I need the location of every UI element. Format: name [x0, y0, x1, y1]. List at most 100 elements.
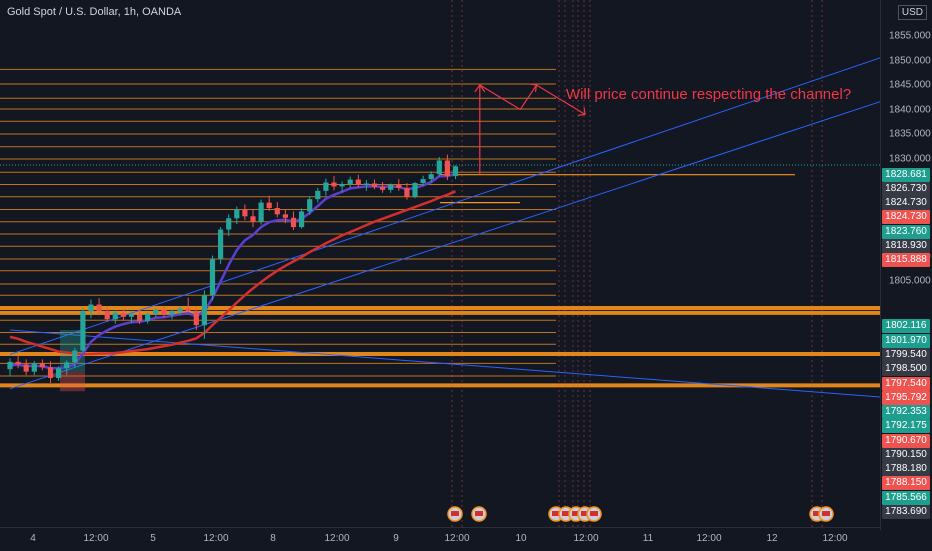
price-tag: 1790.670: [882, 434, 930, 448]
chart-area[interactable]: Gold Spot / U.S. Dollar, 1h, OANDA Will …: [0, 0, 880, 550]
candle-body: [363, 183, 369, 185]
candle: [347, 176, 353, 188]
candle-body: [72, 350, 78, 363]
arrowhead: [474, 83, 486, 93]
time-label: 8: [270, 533, 276, 544]
time-label: 12: [766, 533, 778, 544]
price-tag: 1828.681: [882, 168, 930, 182]
time-label: 12:00: [444, 533, 470, 544]
candle-body: [104, 310, 110, 320]
candle: [299, 208, 305, 229]
falling-trendline: [9, 329, 880, 398]
candle: [242, 204, 248, 221]
price-tag: 1795.792: [882, 391, 930, 405]
price-tag: 1797.540: [882, 377, 930, 391]
price-chart[interactable]: [0, 0, 880, 527]
candle: [56, 366, 62, 381]
candle: [218, 227, 224, 264]
candle: [339, 181, 345, 193]
candle-body: [112, 312, 118, 320]
candle-body: [23, 364, 29, 372]
event-marker-flag: [562, 511, 570, 516]
event-marker-icon: [586, 506, 602, 522]
candle: [290, 211, 297, 231]
candle-body: [80, 311, 86, 351]
channel-lower-line: [9, 101, 880, 390]
candle-body: [56, 368, 62, 379]
candle: [226, 214, 232, 236]
candle-body: [436, 160, 442, 175]
candle: [258, 199, 264, 225]
price-axis[interactable]: USD 1855.000 1850.000 1845.000 1840.000 1835…: [880, 0, 932, 530]
time-label: 12:00: [822, 533, 848, 544]
candle: [355, 174, 361, 188]
candle-body: [137, 314, 143, 322]
candle: [444, 154, 450, 181]
event-marker-flag: [475, 511, 483, 516]
candle-body: [404, 187, 410, 197]
price-tag: 1818.930: [882, 239, 930, 253]
candle-body: [371, 183, 378, 187]
time-axis[interactable]: 4 12:00 5 12:00 8 12:00 9 12:00 10 12:00 11 12:00 12…: [0, 527, 880, 551]
candle: [452, 165, 459, 180]
candle: [388, 183, 394, 193]
candle-body: [452, 166, 459, 177]
candle-body: [290, 217, 297, 228]
candle: [120, 309, 126, 321]
candle-body: [201, 295, 207, 326]
time-label: 12:00: [83, 533, 109, 544]
candle-body: [15, 361, 21, 365]
candle-body: [88, 304, 94, 312]
candle-body: [380, 186, 386, 190]
projection-path: [474, 83, 586, 175]
event-marker-flag: [581, 511, 589, 516]
price-tick-label: 1830.000: [889, 153, 931, 164]
price-tick-label: 1850.000: [889, 55, 931, 66]
price-tag: 1792.175: [882, 419, 930, 433]
candle: [153, 307, 159, 318]
event-marker-flag: [822, 511, 830, 516]
candle-body: [282, 214, 288, 218]
candle: [15, 355, 21, 369]
candle-body: [193, 310, 199, 326]
candle-body: [420, 179, 426, 183]
candle-body: [39, 363, 45, 368]
candle: [209, 255, 216, 301]
candle-body: [258, 202, 264, 222]
candle-body: [396, 184, 402, 188]
candle: [234, 206, 240, 225]
projection-line: [479, 83, 586, 175]
candle-body: [428, 174, 434, 180]
event-marker-flag: [451, 511, 459, 516]
candle: [137, 309, 143, 325]
time-label: 12:00: [696, 533, 722, 544]
candle-body: [234, 209, 240, 219]
candle-body: [388, 184, 394, 190]
candle: [88, 299, 94, 319]
price-tag: 1798.500: [882, 362, 930, 376]
event-marker-icon: [818, 506, 834, 522]
candle-body: [47, 367, 54, 379]
candle-body: [161, 309, 167, 315]
candle-body: [250, 216, 256, 222]
event-marker-flag: [590, 511, 598, 516]
candle: [145, 312, 151, 324]
currency-badge[interactable]: USD: [897, 5, 927, 20]
price-tag: 1801.970: [882, 334, 930, 348]
horizontal-levels: [0, 0, 880, 527]
event-marker-icon: [471, 506, 487, 522]
candle-body: [347, 179, 353, 184]
price-tag: 1788.150: [882, 476, 930, 490]
candle-body: [266, 202, 272, 208]
candle: [185, 297, 191, 312]
candle-body: [307, 199, 313, 212]
candle-body: [128, 314, 135, 317]
candle: [193, 307, 199, 330]
candle-body: [339, 183, 345, 187]
candle-body: [96, 304, 102, 311]
candle: [64, 360, 70, 376]
candle: [31, 360, 37, 376]
candle: [371, 179, 378, 190]
candle: [274, 202, 280, 218]
candle: [315, 187, 321, 203]
